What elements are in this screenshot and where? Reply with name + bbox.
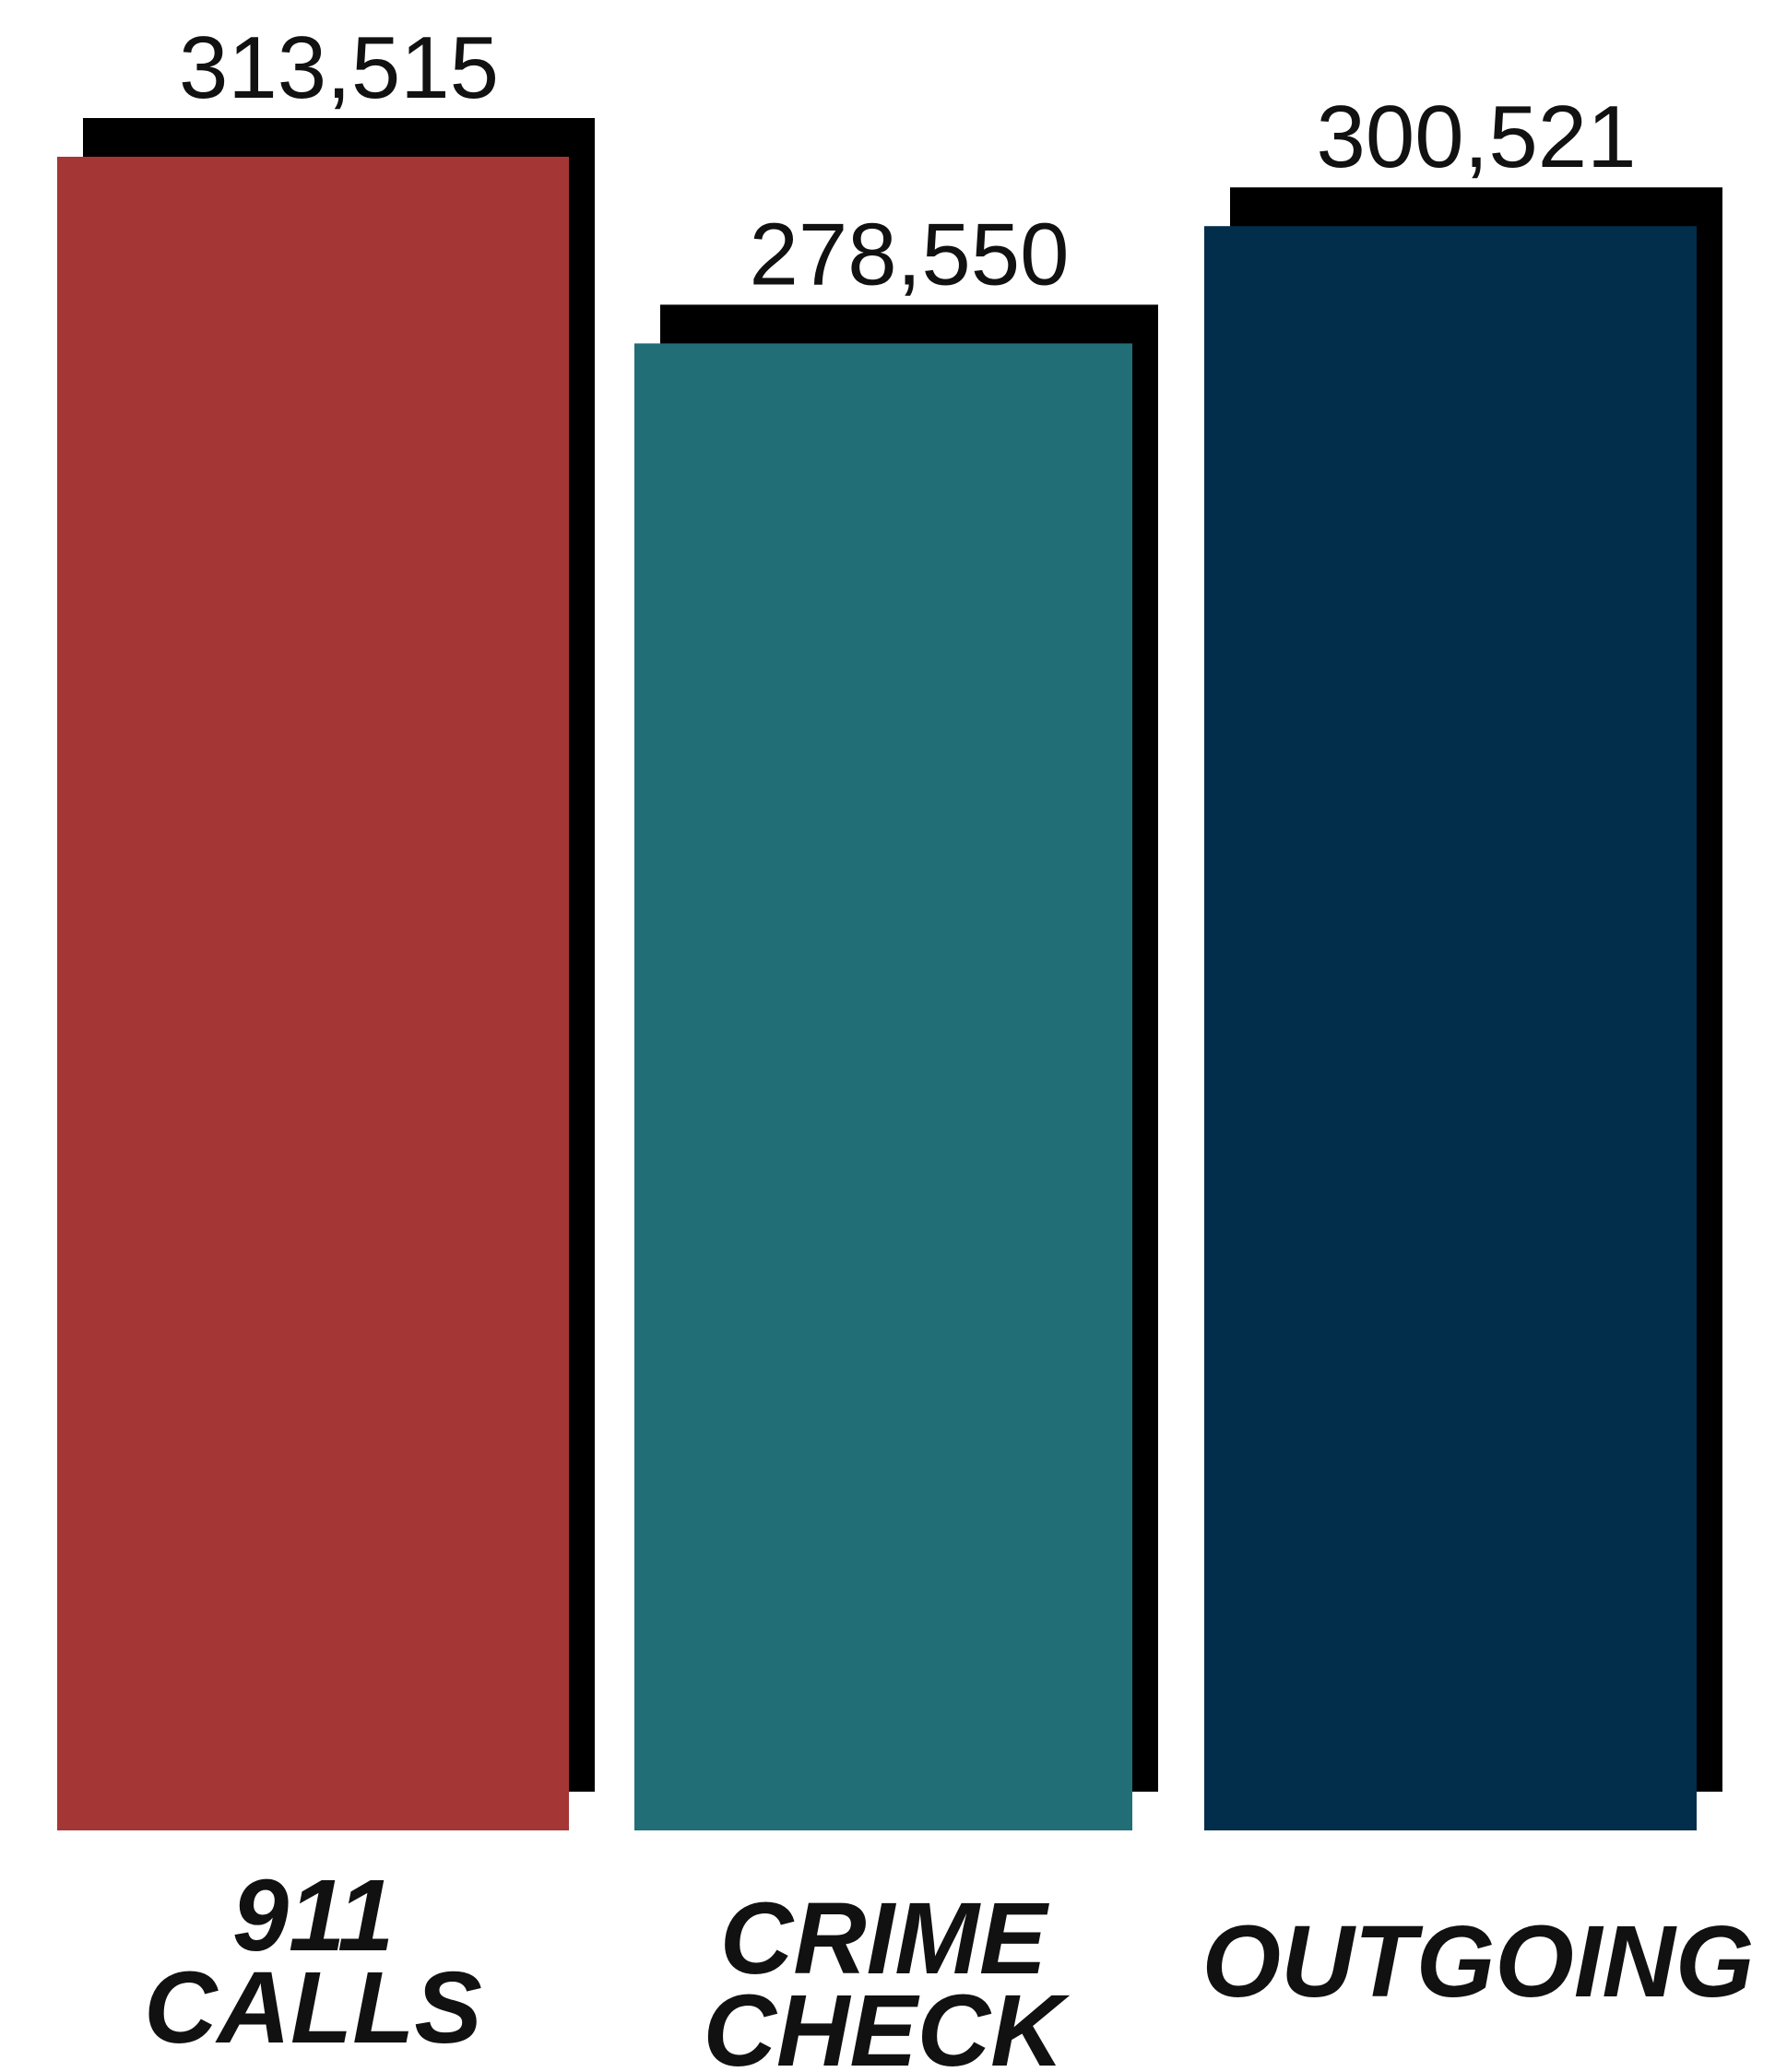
- bars: [57, 157, 1697, 1831]
- bar: [1204, 226, 1697, 1830]
- category-tick-label: 911: [232, 1859, 394, 1972]
- data-label: 300,521: [1316, 88, 1636, 186]
- data-label: 313,515: [179, 18, 499, 117]
- category-tick-label: CHECK: [703, 1974, 1071, 2072]
- bar: [57, 157, 569, 1830]
- category-tick-label: OUTGOING: [1202, 1905, 1755, 2019]
- category-tick-label: CALLS: [144, 1951, 482, 2065]
- bar: [634, 343, 1132, 1831]
- data-label: 278,550: [749, 205, 1069, 303]
- category-tick-label: CRIME: [720, 1882, 1050, 1995]
- value-labels: 313,515 278,550 300,521: [179, 18, 1637, 303]
